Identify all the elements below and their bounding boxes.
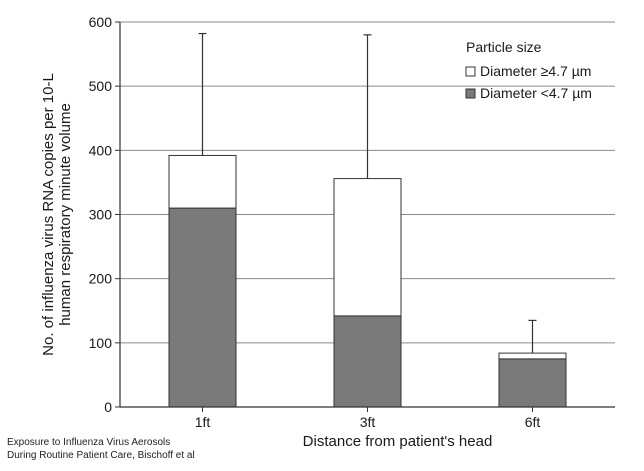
bar-lower-6ft xyxy=(498,358,567,408)
y-axis-label-line-1: No. of influenza virus RNA copies per 10… xyxy=(40,73,57,356)
x-tick-label-1ft: 1ft xyxy=(195,414,211,430)
legend-swatch-0 xyxy=(465,66,476,77)
bar-upper-3ft xyxy=(333,178,402,317)
y-tick-label-600: 600 xyxy=(89,14,113,30)
figure-caption: Exposure to Influenza Virus Aerosols Dur… xyxy=(7,436,195,462)
tick-labels: 0 100 200 300 400 500 600 1ft 3ft 6ft xyxy=(89,14,541,430)
legend-title: Particle size xyxy=(466,39,542,55)
x-tick-label-6ft: 6ft xyxy=(525,414,541,430)
y-tick-label-0: 0 xyxy=(104,399,112,415)
axes xyxy=(115,21,615,412)
legend-label-0: Diameter ≥4.7 µm xyxy=(480,63,591,79)
y-tick-label-200: 200 xyxy=(89,271,113,287)
caption-line-2: During Routine Patient Care, Bischoff et… xyxy=(7,450,195,461)
bar-upper-6ft xyxy=(498,352,567,360)
bar-upper-1ft xyxy=(168,154,237,209)
y-tick-label-400: 400 xyxy=(89,142,113,158)
legend-swatch-1 xyxy=(465,88,476,99)
y-tick-label-300: 300 xyxy=(89,207,113,223)
legend-label-1: Diameter <4.7 µm xyxy=(480,85,592,101)
y-axis-label: No. of influenza virus RNA copies per 10… xyxy=(40,73,74,356)
legend: Particle size Diameter ≥4.7 µm Diameter <4… xyxy=(465,39,592,101)
y-tick-label-100: 100 xyxy=(89,335,113,351)
bar-lower-3ft xyxy=(333,315,402,408)
axis-labels: Distance from patient's head No. of influ… xyxy=(40,73,492,450)
caption-line-1: Exposure to Influenza Virus Aerosols xyxy=(7,437,171,448)
y-tick-label-500: 500 xyxy=(89,78,113,94)
x-axis-label: Distance from patient's head xyxy=(303,433,493,450)
x-tick-label-3ft: 3ft xyxy=(360,414,376,430)
y-axis-label-line-2: human respiratory minute volume xyxy=(57,103,74,326)
bar-lower-1ft xyxy=(168,207,237,408)
